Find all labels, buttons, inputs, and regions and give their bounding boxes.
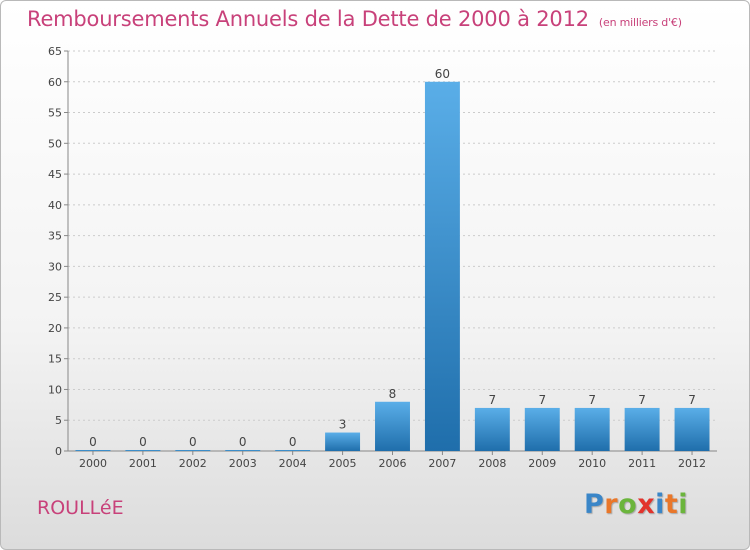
logo-letter: P — [584, 489, 605, 520]
data-label: 8 — [389, 387, 397, 401]
y-tick-label: 25 — [48, 291, 62, 304]
town-name: ROULLéE — [37, 497, 124, 519]
y-tick-label: 55 — [48, 107, 62, 120]
data-label: 0 — [139, 435, 147, 449]
bar — [574, 407, 610, 451]
y-tick-label: 30 — [48, 260, 62, 273]
x-tick-label: 2005 — [329, 457, 357, 470]
bar — [225, 450, 261, 451]
y-tick-label: 60 — [48, 76, 62, 89]
y-tick-label: 50 — [48, 137, 62, 150]
bar — [424, 81, 460, 452]
y-tick-label: 0 — [55, 445, 62, 458]
logo-letter: i — [655, 489, 665, 520]
data-label: 0 — [289, 435, 297, 449]
bar — [325, 432, 361, 451]
x-tick-label: 2012 — [678, 457, 706, 470]
x-tick-label: 2004 — [279, 457, 307, 470]
y-tick-label: 65 — [48, 45, 62, 58]
y-tick-label: 15 — [48, 353, 62, 366]
bar — [125, 450, 161, 451]
x-tick-label: 2010 — [578, 457, 606, 470]
x-tick-label: 2006 — [379, 457, 407, 470]
bar — [524, 407, 560, 451]
y-tick-label: 35 — [48, 230, 62, 243]
data-label: 60 — [435, 67, 450, 81]
grid-layer — [68, 50, 717, 421]
logo-letter: o — [618, 489, 638, 520]
logo-letter: x — [637, 489, 656, 520]
data-label: 0 — [89, 435, 97, 449]
x-tick-label: 2007 — [428, 457, 456, 470]
x-tick-label: 2011 — [628, 457, 656, 470]
x-tick-label: 2002 — [179, 457, 207, 470]
data-label: 7 — [489, 393, 497, 407]
x-tick-label: 2001 — [129, 457, 157, 470]
logo-letter: r — [604, 489, 619, 520]
unit-label: (en milliers d'€) — [598, 16, 682, 29]
bar — [275, 450, 311, 451]
y-tick-label: 45 — [48, 168, 62, 181]
bar — [75, 450, 111, 451]
logo-letter: t — [664, 489, 679, 520]
data-label: 0 — [189, 435, 197, 449]
y-tick-label: 5 — [55, 414, 62, 427]
x-tick-label: 2008 — [478, 457, 506, 470]
data-label: 7 — [538, 393, 546, 407]
bar — [674, 407, 710, 451]
data-label: 7 — [688, 393, 696, 407]
x-tick-label: 2000 — [79, 457, 107, 470]
bar-layer: 0 0 0 0 0 3 8 60 7 7 7 7 7 — [75, 67, 710, 452]
data-label: 0 — [239, 435, 247, 449]
data-label: 7 — [638, 393, 646, 407]
x-tick-label: 2009 — [528, 457, 556, 470]
chart-title: Remboursements Annuels de la Dette de 20… — [27, 7, 682, 31]
logo-letter: i — [678, 489, 689, 520]
data-label: 3 — [339, 418, 347, 432]
title-text: Remboursements Annuels de la Dette de 20… — [27, 7, 589, 31]
y-tick-label: 40 — [48, 199, 62, 212]
proxiti-logo[interactable]: Proxiti — [584, 489, 688, 520]
bar — [175, 450, 211, 451]
x-tick-label: 2003 — [229, 457, 257, 470]
y-tick-label: 20 — [48, 322, 62, 335]
data-label: 7 — [588, 393, 596, 407]
bar — [624, 407, 660, 451]
y-tick-label: 10 — [48, 383, 62, 396]
bar — [474, 407, 510, 451]
bar — [375, 401, 410, 451]
